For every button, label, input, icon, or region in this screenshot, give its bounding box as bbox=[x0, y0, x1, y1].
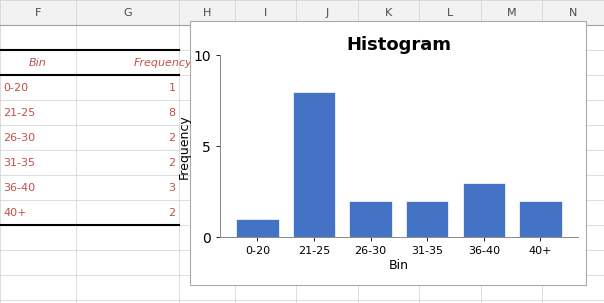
Text: 40+: 40+ bbox=[3, 208, 27, 218]
Text: F: F bbox=[35, 8, 41, 18]
Title: Histogram: Histogram bbox=[347, 36, 451, 54]
Text: J: J bbox=[326, 8, 329, 18]
Bar bbox=[406, 201, 449, 237]
X-axis label: Bin: Bin bbox=[389, 259, 409, 272]
Text: K: K bbox=[385, 8, 392, 18]
Text: 0-20: 0-20 bbox=[3, 83, 28, 93]
Text: 26-30: 26-30 bbox=[3, 133, 35, 143]
Text: Frequency: Frequency bbox=[134, 58, 193, 68]
Text: L: L bbox=[447, 8, 454, 18]
Text: 8: 8 bbox=[169, 108, 176, 118]
Bar bbox=[190, 21, 586, 285]
Bar bbox=[0, 0, 604, 25]
Text: H: H bbox=[202, 8, 211, 18]
Text: 1: 1 bbox=[169, 83, 176, 93]
Text: N: N bbox=[569, 8, 577, 18]
Bar bbox=[236, 219, 278, 237]
Text: 31-35: 31-35 bbox=[3, 158, 35, 168]
Text: 3: 3 bbox=[169, 183, 176, 193]
Text: 36-40: 36-40 bbox=[3, 183, 35, 193]
Text: M: M bbox=[507, 8, 516, 18]
Bar bbox=[463, 183, 505, 237]
Text: I: I bbox=[264, 8, 267, 18]
Y-axis label: Frequency: Frequency bbox=[178, 114, 190, 179]
Text: 21-25: 21-25 bbox=[3, 108, 35, 118]
Bar bbox=[350, 201, 392, 237]
Text: 2: 2 bbox=[169, 208, 176, 218]
Text: 2: 2 bbox=[169, 158, 176, 168]
Bar bbox=[293, 92, 335, 237]
Text: G: G bbox=[123, 8, 132, 18]
Text: Bin: Bin bbox=[29, 58, 47, 68]
Bar bbox=[519, 201, 562, 237]
Text: 2: 2 bbox=[169, 133, 176, 143]
